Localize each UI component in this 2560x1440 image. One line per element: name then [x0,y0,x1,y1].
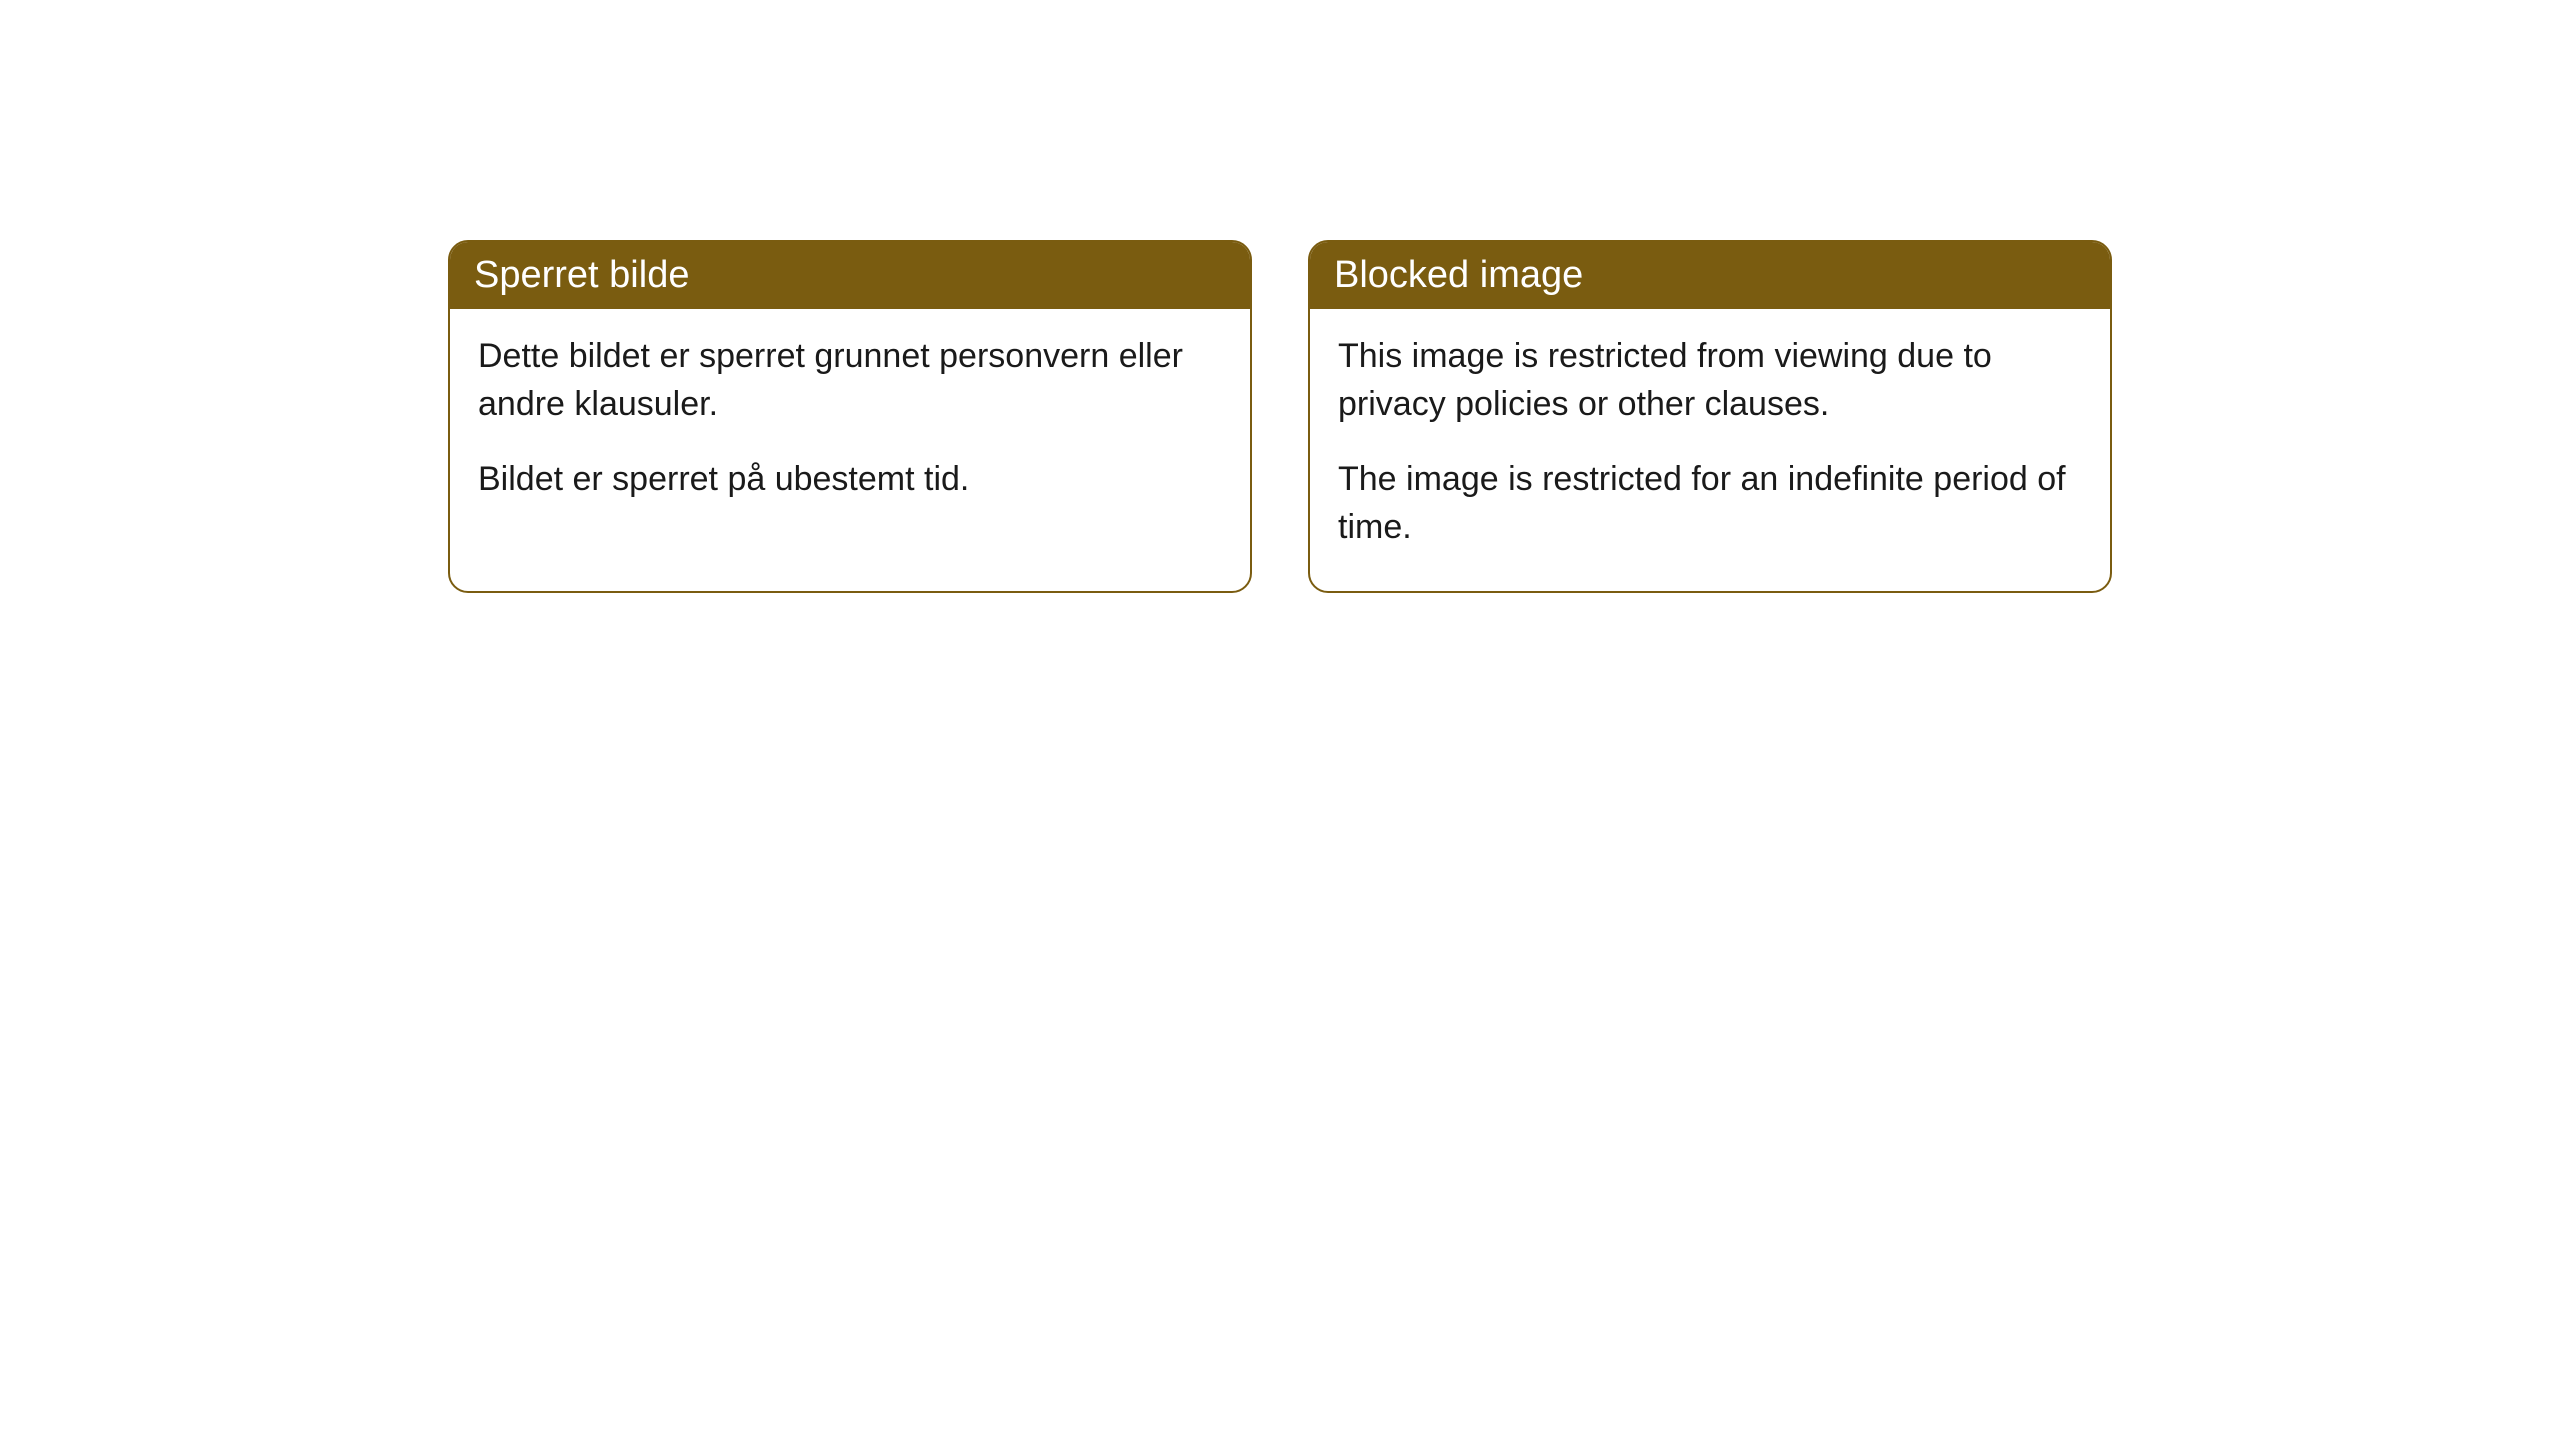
card-paragraph: The image is restricted for an indefinit… [1338,456,2082,551]
card-title: Blocked image [1334,254,1583,296]
card-paragraph: This image is restricted from viewing du… [1338,333,2082,428]
card-body: Dette bildet er sperret grunnet personve… [450,309,1250,544]
blocked-image-card-norwegian: Sperret bilde Dette bildet er sperret gr… [448,240,1252,593]
notice-cards-container: Sperret bilde Dette bildet er sperret gr… [448,240,2112,593]
card-header: Blocked image [1310,242,2110,309]
card-body: This image is restricted from viewing du… [1310,309,2110,591]
card-header: Sperret bilde [450,242,1250,309]
card-title: Sperret bilde [474,254,689,296]
card-paragraph: Dette bildet er sperret grunnet personve… [478,333,1222,428]
card-paragraph: Bildet er sperret på ubestemt tid. [478,456,1222,504]
blocked-image-card-english: Blocked image This image is restricted f… [1308,240,2112,593]
